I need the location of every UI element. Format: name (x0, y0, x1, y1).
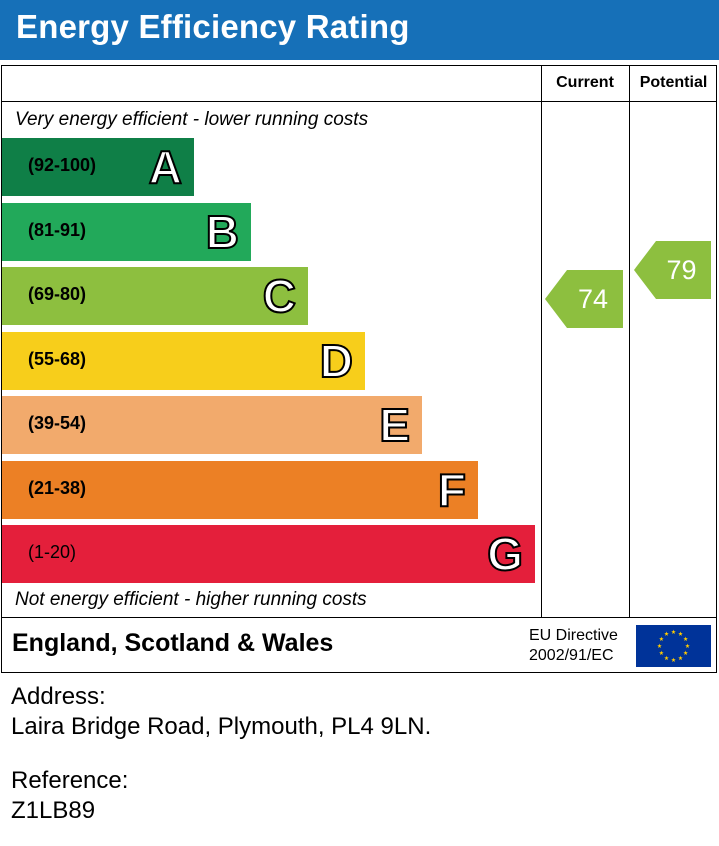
band-letter: C (262, 269, 297, 323)
footer-row-divider (1, 617, 717, 618)
band-range-label: (55-68) (28, 348, 87, 369)
band-letter: B (205, 205, 240, 259)
band-f: (21-38) F (2, 460, 478, 519)
eu-star (683, 636, 688, 641)
eu-stars-icon (657, 629, 690, 662)
current-rating-arrow (545, 269, 623, 328)
eu-star (657, 643, 662, 648)
band-range-label: (1-20) (28, 542, 77, 562)
eu-star (664, 631, 669, 636)
band-b: (81-91) B (2, 202, 251, 261)
column-divider-current (541, 65, 542, 617)
top-note: Very energy efficient - lower running co… (15, 109, 369, 130)
band-range-label: (39-54) (28, 413, 87, 433)
band-a: (92-100) A (2, 138, 194, 196)
address-value: Laira Bridge Road, Plymouth, PL4 9LN. (11, 713, 432, 740)
reference-label: Reference: (11, 767, 129, 794)
band-letter: G (486, 527, 524, 581)
reference-value: Z1LB89 (11, 797, 96, 824)
current-rating-value: 74 (577, 283, 609, 314)
potential-rating-arrow (634, 240, 711, 299)
column-divider-potential (629, 65, 630, 617)
eu-star (664, 655, 669, 661)
band-letter: F (437, 463, 467, 517)
eu-star (685, 643, 690, 648)
header-bar: Energy Efficiency Rating (0, 0, 719, 60)
country-label: England, Scotland & Wales (12, 629, 334, 657)
potential-column-header: Potential (639, 74, 708, 91)
arrow-shape (634, 240, 711, 299)
band-c: (69-80) C (2, 267, 308, 325)
eu-star (671, 657, 676, 662)
eu-star (683, 650, 688, 655)
band-range-label: (81-91) (28, 219, 87, 240)
band-letter: A (148, 140, 183, 194)
eu-star (678, 631, 683, 636)
eu-directive-line2: 2002/91/EC (529, 647, 614, 664)
band-range-label: (69-80) (28, 284, 87, 304)
eu-directive-text: EU Directive 2002/91/EC (529, 626, 618, 666)
eu-star (678, 655, 683, 661)
band-d: (55-68) D (2, 331, 365, 390)
bottom-note: Not energy efficient - higher running co… (15, 589, 367, 610)
eu-star (659, 650, 664, 655)
band-g: (1-20) G (2, 525, 535, 583)
rating-frame (1, 65, 717, 673)
header-row-divider (1, 101, 717, 102)
eu-star (659, 636, 664, 641)
eu-directive-line1: EU Directive (529, 627, 618, 644)
current-column-header: Current (556, 74, 614, 91)
band-range-label: (21-38) (28, 477, 87, 498)
band-letter: D (319, 334, 354, 388)
arrow-shape (545, 269, 623, 328)
potential-rating-value: 79 (666, 254, 697, 285)
page-title: Energy Efficiency Rating (16, 8, 410, 45)
band-letter: E (378, 398, 411, 452)
band-range-label: (92-100) (28, 155, 97, 175)
eu-star (671, 629, 676, 634)
address-label: Address: (11, 683, 106, 710)
band-e: (39-54) E (2, 396, 422, 454)
eu-flag-icon (636, 625, 711, 667)
